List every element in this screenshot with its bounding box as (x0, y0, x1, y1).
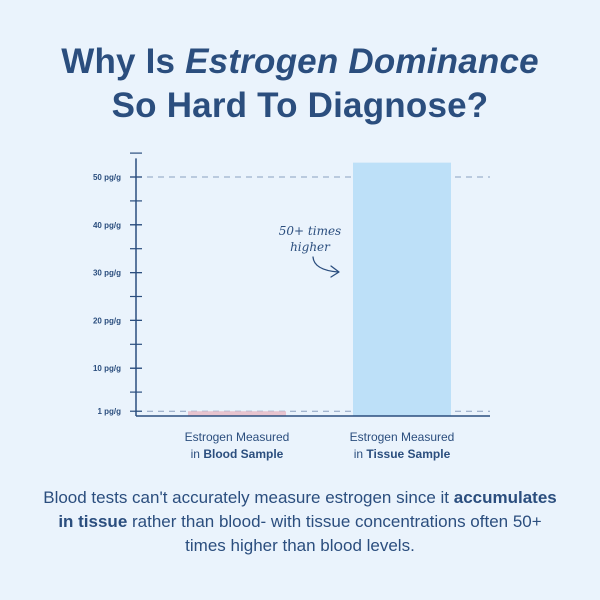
x-category-bold: Blood Sample (203, 447, 283, 461)
bar-blood (188, 411, 286, 416)
y-tick-label: 1 pg/g (97, 407, 121, 416)
x-category-prefix: in (354, 447, 367, 461)
annotation-text: 50+ times (279, 224, 341, 238)
x-category-label: in Tissue Sample (354, 447, 451, 461)
x-category-prefix: in (191, 447, 204, 461)
caption-part1: Blood tests can't accurately measure est… (43, 488, 454, 507)
page-title: Why Is Estrogen Dominance So Hard To Dia… (0, 40, 600, 128)
annotation-text: higher (290, 240, 331, 254)
annotation-arrowhead (330, 265, 340, 278)
caption-bold: accumulates in tissue (58, 488, 557, 531)
title-line-2: So Hard To Diagnose? (111, 86, 489, 125)
title-line-1: Why Is Estrogen Dominance (0, 40, 600, 84)
x-category-label: Estrogen Measured (185, 430, 290, 444)
title-italic: Estrogen Dominance (185, 42, 539, 81)
title-part1: Why Is (61, 42, 186, 81)
y-tick-label: 30 pg/g (93, 269, 121, 278)
y-tick-label: 20 pg/g (93, 316, 121, 325)
y-tick-label: 50 pg/g (93, 173, 121, 182)
annotation-arrow (312, 256, 339, 273)
bar-tissue (353, 162, 451, 416)
x-category-label: Estrogen Measured (350, 430, 455, 444)
y-tick-label: 10 pg/g (93, 364, 121, 373)
x-category-label: in Blood Sample (191, 447, 284, 461)
x-category-bold: Tissue Sample (366, 447, 450, 461)
y-tick-label: 40 pg/g (93, 221, 121, 230)
caption-part2: rather than blood- with tissue concentra… (127, 512, 542, 555)
caption: Blood tests can't accurately measure est… (40, 486, 560, 558)
